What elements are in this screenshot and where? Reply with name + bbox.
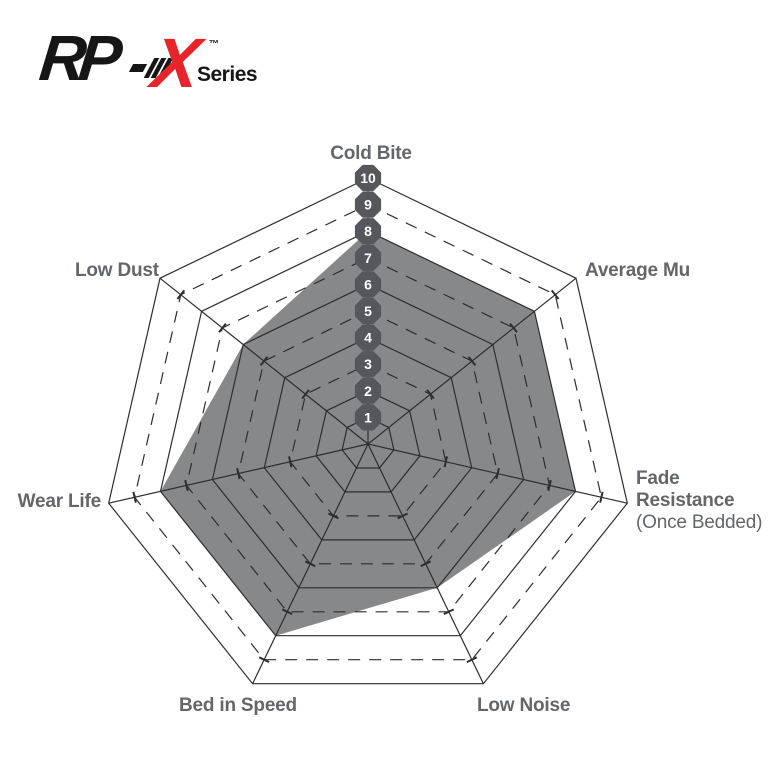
scale-badge-1	[354, 404, 382, 431]
scale-badge-3	[354, 351, 382, 378]
radar-tick	[176, 289, 186, 300]
scale-badge-label-9: 9	[364, 197, 372, 213]
logo-series-text: Series	[197, 63, 258, 86]
radar-tick	[466, 656, 478, 663]
radar-ring-5	[237, 310, 499, 565]
axis-label-bed-in-speed: Bed in Speed	[179, 695, 297, 716]
scale-badge-5	[354, 297, 382, 325]
radar-ring-4	[263, 336, 473, 541]
radar-tick	[495, 467, 500, 480]
rpx-series-logo: RP X ™ Series	[0, 0, 300, 110]
axis-label-average-mu: Average Mu	[585, 260, 690, 281]
radar-tick	[184, 479, 189, 492]
radar-tick	[443, 608, 455, 616]
scale-badge-label-10: 10	[360, 170, 376, 186]
axis-label-wear-life: Wear Life	[17, 491, 102, 512]
radar-tick	[420, 560, 432, 568]
radar-tick	[599, 491, 604, 503]
radar-tick	[509, 322, 518, 333]
axis-label-fade-resistance: Fade Resistance (Once Bedded)	[636, 468, 762, 534]
radar-tick	[426, 389, 435, 400]
radar-ring-3	[289, 363, 447, 517]
scale-badge-9	[354, 191, 382, 218]
radar-tick	[259, 356, 269, 367]
scale-badge-2	[354, 377, 382, 404]
scale-badge-10	[354, 164, 382, 192]
scale-badge-label-5: 5	[364, 303, 372, 319]
radar-ring-8	[159, 230, 577, 637]
radar-ring-9	[133, 203, 603, 661]
scale-badge-label-1: 1	[364, 409, 372, 425]
radar-tick	[467, 356, 477, 367]
scale-badge-label-3: 3	[364, 356, 372, 372]
radar-tick	[281, 608, 293, 616]
scale-badge-label-4: 4	[364, 330, 372, 346]
radar-tick	[327, 512, 339, 520]
radar-tick	[443, 456, 448, 468]
fade-label-line3: (Once Bedded)	[636, 512, 763, 533]
scale-badge-label-2: 2	[364, 383, 372, 399]
fade-label-line2: Resistance	[636, 490, 735, 511]
radar-tick	[218, 322, 227, 333]
logo-trademark-symbol: ™	[209, 39, 219, 50]
axis-label-low-dust: Low Dust	[75, 260, 159, 281]
radar-ring-6	[211, 283, 525, 589]
radar-tick	[397, 512, 409, 520]
radar-tick	[547, 479, 552, 492]
radar-tick	[258, 656, 270, 663]
radar-tick	[288, 456, 293, 468]
scale-badge-6	[354, 271, 382, 298]
radar-tick	[304, 560, 316, 568]
radar-tick	[550, 289, 560, 300]
radar-tick	[132, 491, 137, 503]
axis-label-cold-bite: Cold Bite	[330, 143, 412, 164]
radar-tick	[301, 389, 310, 400]
axis-label-low-noise: Low Noise	[477, 695, 571, 716]
scale-badge-4	[354, 324, 382, 351]
scale-badge-7	[354, 244, 382, 271]
scale-badge-8	[354, 218, 382, 245]
scale-badge-label-7: 7	[364, 250, 372, 266]
radar-ring-10	[108, 177, 628, 685]
radar-tick	[236, 467, 241, 480]
radar-ring-1	[341, 416, 395, 469]
fade-label-line1: Fade	[636, 468, 680, 489]
scale-badge-label-6: 6	[364, 276, 372, 292]
radar-ring-2	[315, 390, 421, 493]
scale-badge-label-8: 8	[364, 223, 372, 239]
